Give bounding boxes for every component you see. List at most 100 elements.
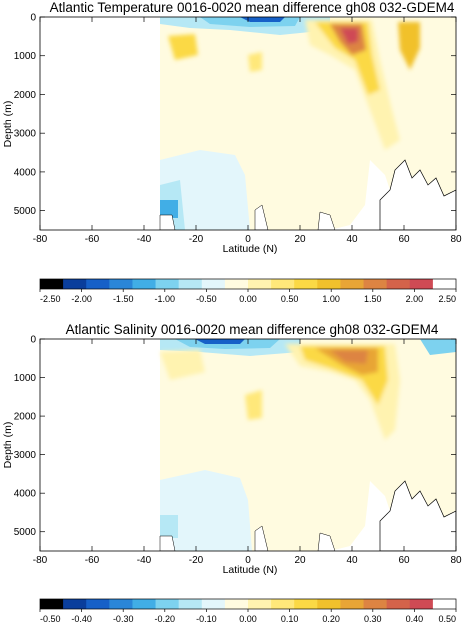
temperature-x-axis-label: Latitude (N): [223, 243, 278, 255]
temperature-x-tick-label: -80: [33, 234, 48, 245]
temperature-x-tick-label: 60: [398, 234, 410, 245]
salinity-colorbar-swatch: [317, 599, 341, 609]
salinity-colorbar-swatch: [386, 599, 411, 609]
temperature-colorbar-swatch: [224, 279, 249, 289]
salinity-x-tick-label: -80: [33, 555, 48, 566]
temperature-x-tick-label: -60: [85, 234, 100, 245]
salinity-x-tick-label: 80: [450, 555, 462, 566]
temperature-y-tick-label: 1000: [14, 51, 37, 62]
salinity-colorbar-swatch: [178, 599, 203, 609]
temperature-colorbar: -2.50 -2.00 -1.50 -1.00 -0.50 0.00 0.50 1.00 1.5…: [39, 278, 457, 304]
temperature-colorbar-swatch: [109, 279, 133, 289]
salinity-colorbar-tick-label: 0.00: [239, 614, 257, 624]
salinity-y-tick-label: 0: [30, 335, 36, 346]
salinity-panel: Atlantic Salinity 0016-0020 mean differe…: [2, 322, 462, 624]
salinity-y-tick-label: 2000: [14, 412, 37, 423]
salinity-colorbar-tick-label: -0.50: [40, 614, 61, 624]
temperature-x-tick-label: -20: [189, 234, 204, 245]
salinity-y-tick-label: 5000: [14, 527, 37, 538]
salinity-y-tick-label: 3000: [14, 450, 37, 461]
temperature-colorbar-tick-label: 2.50: [438, 294, 456, 304]
salinity-x-tick-label: -40: [137, 555, 152, 566]
salinity-colorbar-swatch: [294, 599, 318, 609]
salinity-x-tick-label: -60: [85, 555, 100, 566]
salinity-colorbar-swatch: [432, 599, 457, 609]
salinity-colorbar-tick-label: -0.10: [196, 614, 217, 624]
salinity-colorbar-tick-label: 0.30: [364, 614, 382, 624]
temperature-colorbar-swatch: [294, 279, 318, 289]
salinity-x-tick-label: 0: [245, 555, 251, 566]
temperature-colorbar-swatch: [201, 279, 226, 289]
temperature-colorbar-swatch: [317, 279, 341, 289]
salinity-colorbar-swatch: [224, 599, 249, 609]
salinity-y-tick-label: 4000: [14, 489, 37, 500]
temperature-colorbar-swatch: [178, 279, 203, 289]
salinity-x-axis-label: Latitude (N): [223, 564, 278, 576]
temperature-colorbar-swatch: [386, 279, 411, 289]
salinity-colorbar-swatch: [132, 599, 156, 609]
salinity-colorbar-tick-label: 0.20: [322, 614, 340, 624]
salinity-y-tick-label: 1000: [14, 373, 37, 384]
temperature-x-tick-label: 20: [294, 234, 306, 245]
salinity-colorbar-swatch: [155, 599, 180, 609]
temperature-colorbar-swatch: [132, 279, 156, 289]
salinity-x-axis: -80 -60 -40 -20 0 20 40 60 80: [33, 339, 462, 566]
temperature-colorbar-tick-label: -1.00: [155, 294, 176, 304]
salinity-y-axis: 0 1000 2000 3000 4000 5000: [14, 335, 456, 538]
temperature-x-tick-label: 80: [450, 234, 462, 245]
salinity-colorbar: -0.50 -0.40 -0.30 -0.20 -0.10 0.00 0.10 0.20 0.3…: [39, 598, 457, 624]
temperature-x-tick-label: -40: [137, 234, 152, 245]
salinity-x-tick-label: 60: [398, 555, 410, 566]
salinity-colorbar-tick-label: -0.30: [113, 614, 134, 624]
salinity-x-tick-label: -20: [189, 555, 204, 566]
temperature-colorbar-tick-label: 1.50: [364, 294, 382, 304]
salinity-colorbar-tick-label: 0.40: [406, 614, 424, 624]
salinity-colorbar-swatch: [363, 599, 388, 609]
temperature-colorbar-swatch: [40, 279, 64, 289]
temperature-x-tick-label: 40: [346, 234, 358, 245]
temperature-y-axis-label: Depth (m): [2, 101, 14, 148]
temperature-colorbar-tick-label: -1.50: [113, 294, 134, 304]
temperature-colorbar-tick-label: -2.00: [71, 294, 92, 304]
salinity-colorbar-swatch: [409, 599, 434, 609]
temperature-x-tick-label: 0: [245, 234, 251, 245]
temperature-colorbar-tick-label: 0.00: [239, 294, 257, 304]
temperature-colorbar-swatch: [248, 279, 272, 289]
salinity-colorbar-tick-label: 0.50: [438, 614, 456, 624]
salinity-colorbar-swatch: [271, 599, 295, 609]
salinity-field: [40, 339, 456, 551]
salinity-colorbar-swatch: [40, 599, 64, 609]
temperature-field: [40, 17, 456, 230]
salinity-colorbar-tick-label: -0.20: [155, 614, 176, 624]
salinity-x-tick-label: 20: [294, 555, 306, 566]
temperature-chart-title: Atlantic Temperature 0016-0020 mean diff…: [50, 0, 455, 15]
temperature-colorbar-tick-label: -0.50: [196, 294, 217, 304]
temperature-y-axis: 0 1000 2000 3000 4000 5000: [14, 13, 456, 217]
temperature-colorbar-tick-label: -2.50: [40, 294, 61, 304]
salinity-colorbar-swatch: [201, 599, 226, 609]
temperature-colorbar-swatch: [432, 279, 457, 289]
temperature-colorbar-tick-label: 0.50: [281, 294, 299, 304]
temperature-colorbar-swatch: [340, 279, 364, 289]
salinity-colorbar-tick-label: -0.40: [71, 614, 92, 624]
temperature-y-tick-label: 3000: [14, 129, 37, 140]
temperature-y-tick-label: 4000: [14, 167, 37, 178]
temperature-colorbar-swatch: [155, 279, 180, 289]
salinity-chart-title: Atlantic Salinity 0016-0020 mean differe…: [66, 322, 439, 337]
temperature-x-axis: -80 -60 -40 -20 0 20 40 60 80: [33, 17, 462, 245]
salinity-colorbar-swatch: [86, 599, 110, 609]
salinity-colorbar-swatch: [340, 599, 364, 609]
temperature-colorbar-swatch: [363, 279, 388, 289]
temperature-colorbar-swatch: [63, 279, 87, 289]
temperature-y-tick-label: 0: [30, 13, 36, 24]
temperature-colorbar-tick-label: 2.00: [406, 294, 424, 304]
temperature-colorbar-swatch: [271, 279, 295, 289]
temperature-colorbar-swatch: [409, 279, 434, 289]
salinity-x-tick-label: 40: [346, 555, 358, 566]
salinity-y-axis-label: Depth (m): [2, 422, 14, 469]
temperature-y-tick-label: 2000: [14, 90, 37, 101]
temperature-colorbar-tick-label: 1.00: [322, 294, 340, 304]
temperature-y-tick-label: 5000: [14, 206, 37, 217]
salinity-colorbar-swatch: [63, 599, 87, 609]
